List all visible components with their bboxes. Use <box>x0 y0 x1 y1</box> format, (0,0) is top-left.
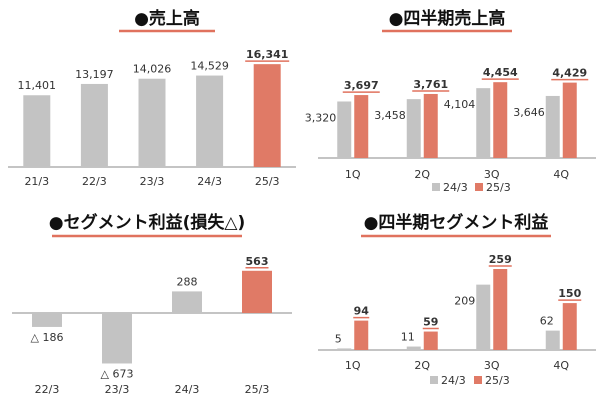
chart-2: ●四半期売上高 1Q 3,320 3,697 2Q 3,458 3,761 3Q 4,104 4,… <box>305 8 596 194</box>
data-label: 11 <box>401 331 415 344</box>
data-label: 259 <box>489 253 512 266</box>
data-label: △ 186 <box>31 331 64 344</box>
data-label: 11,401 <box>18 79 57 92</box>
chart-title: ●セグメント利益(損失△) <box>49 212 245 233</box>
bar-25-3-4Q <box>562 303 577 350</box>
category-tick-label: 22/3 <box>35 383 60 396</box>
data-label: 563 <box>246 255 269 268</box>
bar-22/3 <box>80 83 108 167</box>
chart-title: ●四半期セグメント利益 <box>364 212 549 233</box>
data-label: 14,026 <box>133 63 172 76</box>
data-label: △ 673 <box>101 367 134 380</box>
bar-24-3-1Q <box>337 101 352 158</box>
legend-label: 24/3 <box>441 374 466 387</box>
category-tick-label: 24/3 <box>197 175 222 188</box>
category-tick-label: 4Q <box>553 168 569 181</box>
category-tick-label: 23/3 <box>105 383 130 396</box>
bar-24/3 <box>172 291 202 313</box>
chart-1: ●売上高 21/3 11,401 22/3 13,197 23/3 14,026 24/3 14… <box>8 8 296 188</box>
data-label: 3,761 <box>413 78 448 91</box>
data-label: 13,197 <box>75 68 114 81</box>
category-tick-label: 1Q <box>345 359 361 372</box>
bar-24-3-4Q <box>545 330 560 350</box>
bar-24-3-1Q <box>337 348 352 350</box>
bar-25-3-3Q <box>493 82 508 158</box>
category-tick-label: 1Q <box>345 168 361 181</box>
data-label: 14,529 <box>190 60 229 73</box>
data-label: 3,697 <box>344 79 379 92</box>
bar-25-3-3Q <box>493 269 508 350</box>
legend-label: 25/3 <box>486 181 511 194</box>
chart-4: ●四半期セグメント利益 1Q 5 94 2Q 11 59 3Q 209 259 4Q 62 150 24/… <box>318 212 596 387</box>
category-tick-label: 3Q <box>484 359 500 372</box>
legend-swatch-25-3 <box>475 183 483 191</box>
category-tick-label: 4Q <box>553 359 569 372</box>
bar-25-3-4Q <box>562 82 577 158</box>
data-label: 16,341 <box>246 48 288 61</box>
category-tick-label: 24/3 <box>175 383 200 396</box>
data-label: 3,646 <box>513 106 545 119</box>
bar-24-3-2Q <box>406 346 421 350</box>
bar-24-3-2Q <box>406 99 421 158</box>
bar-25-3-1Q <box>354 320 369 350</box>
category-tick-label: 21/3 <box>24 175 49 188</box>
chart-title: ●四半期売上高 <box>389 8 506 29</box>
data-label: 5 <box>335 332 342 345</box>
bar-22/3 <box>32 313 62 327</box>
legend-label: 25/3 <box>485 374 510 387</box>
bar-24-3-3Q <box>476 284 491 350</box>
bar-25/3 <box>253 64 281 167</box>
bar-25-3-1Q <box>354 95 369 158</box>
bar-25-3-2Q <box>423 93 438 158</box>
data-label: 288 <box>177 275 198 288</box>
data-label: 59 <box>423 316 438 329</box>
data-label: 4,104 <box>444 98 476 111</box>
bar-23/3 <box>138 78 166 167</box>
bar-25-3-2Q <box>423 331 438 350</box>
data-label: 4,454 <box>483 66 518 79</box>
category-tick-label: 23/3 <box>140 175 165 188</box>
category-tick-label: 22/3 <box>82 175 107 188</box>
data-label: 3,320 <box>305 111 337 124</box>
chart-title: ●売上高 <box>134 8 200 29</box>
data-label: 94 <box>354 305 370 318</box>
category-tick-label: 25/3 <box>255 175 280 188</box>
bar-23/3 <box>102 313 132 364</box>
data-label: 209 <box>454 295 475 308</box>
bar-25/3 <box>242 270 272 313</box>
data-label: 62 <box>540 315 554 328</box>
data-label: 3,458 <box>374 109 406 122</box>
category-tick-label: 2Q <box>414 359 430 372</box>
legend-swatch-24-3 <box>432 183 440 191</box>
category-tick-label: 3Q <box>484 168 500 181</box>
chart-3: ●セグメント利益(損失△) 22/3 △ 186 23/3 △ 673 24/3 288 25… <box>12 212 292 396</box>
bar-24/3 <box>196 75 224 167</box>
data-label: 4,429 <box>552 67 587 80</box>
bar-21/3 <box>23 95 51 167</box>
bar-24-3-4Q <box>545 95 560 158</box>
bar-24-3-3Q <box>476 88 491 158</box>
legend-swatch-24-3 <box>430 376 438 384</box>
category-tick-label: 25/3 <box>245 383 270 396</box>
data-label: 150 <box>558 287 581 300</box>
category-tick-label: 2Q <box>414 168 430 181</box>
legend-label: 24/3 <box>443 181 468 194</box>
legend-swatch-25-3 <box>474 376 482 384</box>
